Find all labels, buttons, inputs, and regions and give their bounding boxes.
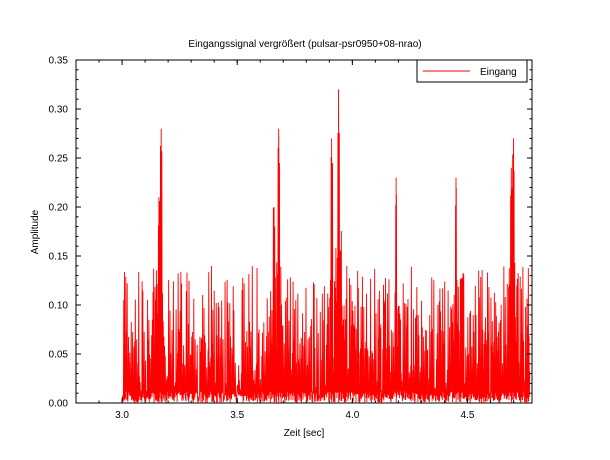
y-tick-label: 0.25: [49, 154, 69, 165]
y-tick-label: 0.10: [49, 301, 69, 312]
y-tick-label: 0.30: [49, 105, 69, 116]
x-axis-label: Zeit [sec]: [284, 428, 325, 439]
x-tick-label: 3.5: [230, 410, 244, 421]
y-tick-label: 0.00: [49, 399, 69, 410]
chart-title: Eingangssignal vergrößert (pulsar-psr095…: [188, 39, 421, 50]
y-tick-label: 0.15: [49, 252, 69, 263]
y-tick-label: 0.05: [49, 350, 69, 361]
y-axis-label: Amplitude: [30, 209, 41, 254]
x-tick-label: 4.0: [345, 410, 359, 421]
x-tick-label: 3.0: [115, 410, 129, 421]
y-tick-label: 0.20: [49, 203, 69, 214]
x-tick-label: 4.5: [461, 410, 475, 421]
legend-box: [416, 59, 528, 83]
series-line-eingang: [121, 89, 531, 404]
y-tick-label: 0.35: [49, 56, 69, 67]
legend-label-eingang: Eingang: [480, 67, 517, 78]
y-axis: 0.00 0.05 0.10 0.15 0.20 0.25 0.30 0.35: [49, 56, 532, 410]
legend: Eingang: [416, 59, 528, 83]
series-eingang: [121, 89, 531, 404]
x-axis: 3.0 3.5 4.0 4.5: [75, 60, 515, 421]
